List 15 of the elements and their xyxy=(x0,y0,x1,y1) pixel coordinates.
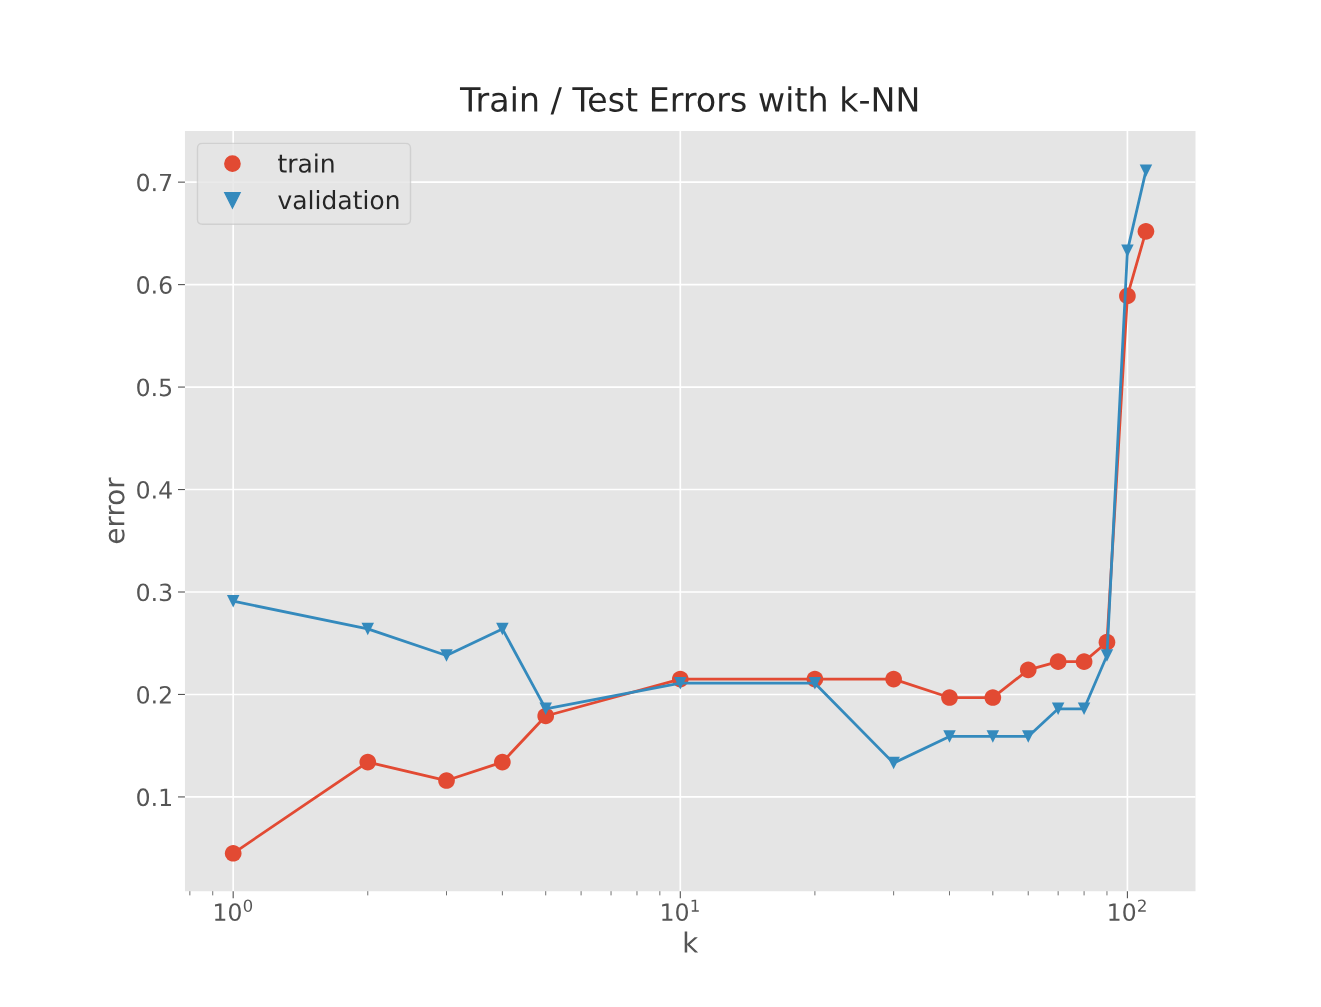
x-axis-title: k xyxy=(684,931,699,953)
y-tick-label: 0.3 xyxy=(137,583,172,602)
y-tick-label: 0.7 xyxy=(137,173,172,192)
x-tick-label: 10$^{2}$ xyxy=(1109,899,1146,922)
x-tick-label: 10$^{1}$ xyxy=(662,899,699,922)
legend-label: train xyxy=(278,153,334,173)
y-tick-label: 0.6 xyxy=(137,276,172,294)
y-tick-label: 0.1 xyxy=(137,788,171,807)
chart-title: Train / Test Errors with k-NN xyxy=(459,86,918,115)
y-tick-label: 0.4 xyxy=(137,480,172,499)
legend-label: validation xyxy=(278,190,399,210)
y-tick-label: 0.5 xyxy=(137,378,172,397)
y-tick-label: 0.2 xyxy=(137,685,171,704)
y-axis-title: error xyxy=(108,477,125,544)
x-tick-label: 10$^{0}$ xyxy=(215,899,253,922)
